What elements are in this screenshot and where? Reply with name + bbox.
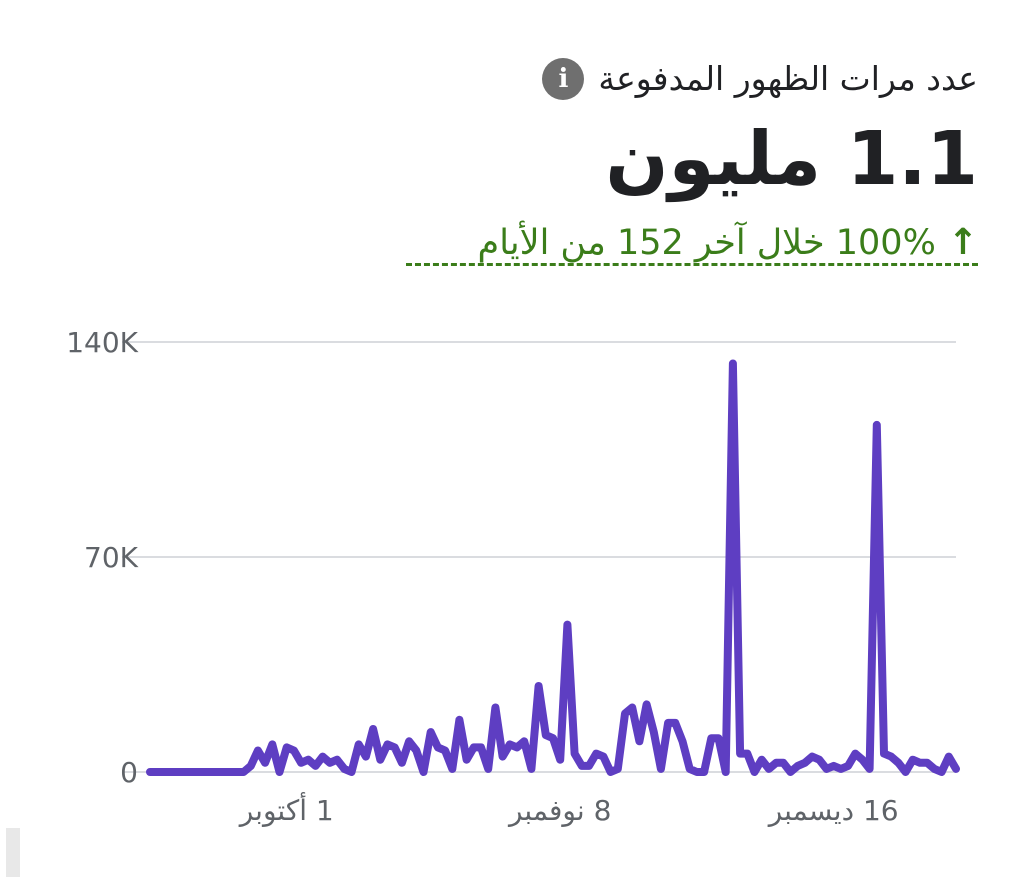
- title-row: عدد مرات الظهور المدفوعة i: [478, 50, 978, 108]
- info-icon[interactable]: i: [542, 58, 585, 100]
- change-underline: [406, 263, 978, 266]
- arrow-up-icon: ↑: [947, 222, 978, 263]
- chart-title: عدد مرات الظهور المدفوعة: [598, 59, 978, 98]
- x-tick-label: 8 نوفمبر: [507, 794, 611, 827]
- x-tick-label: 16 ديسمبر: [767, 794, 899, 827]
- series-line: [146, 359, 960, 776]
- chart-header: عدد مرات الظهور المدفوعة i 1.1 مليون ↑ 1…: [478, 50, 978, 272]
- scrollbar[interactable]: [6, 828, 20, 877]
- y-tick-label: 140K: [66, 326, 138, 359]
- change-text: 100% خلال آخر 152 من الأيام: [477, 223, 936, 263]
- x-tick-label: 1 أكتوبر: [238, 791, 334, 827]
- y-tick-label: 70K: [84, 541, 139, 574]
- y-tick-label: 0: [120, 756, 138, 789]
- total-value: 1.1 مليون: [605, 116, 978, 202]
- change-indicator: ↑ 100% خلال آخر 152 من الأيام: [478, 214, 978, 272]
